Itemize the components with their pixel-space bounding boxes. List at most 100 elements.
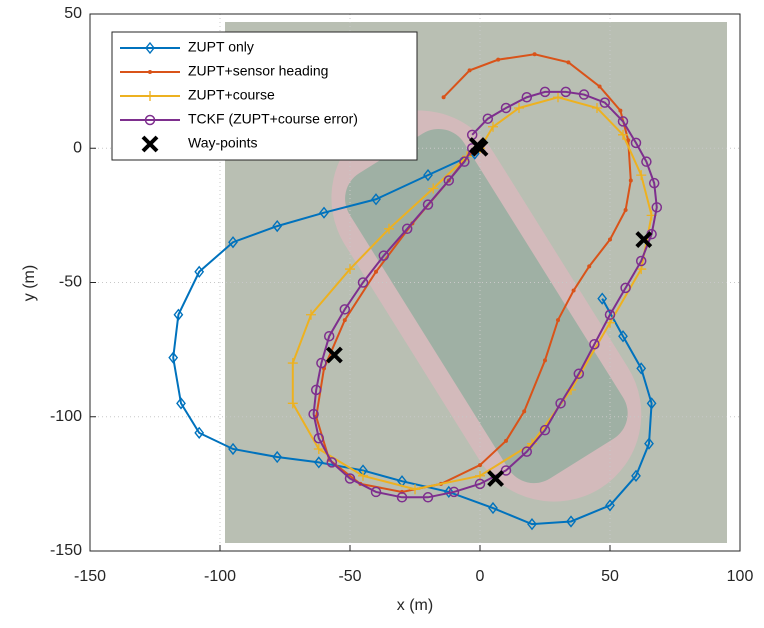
- marker: [176, 397, 186, 410]
- marker: [617, 116, 629, 127]
- marker: [618, 108, 623, 113]
- legend-label: ZUPT+sensor heading: [188, 63, 328, 79]
- marker: [272, 450, 283, 464]
- marker: [459, 156, 470, 167]
- marker: [571, 288, 576, 293]
- y-tick-label: -50: [59, 274, 82, 291]
- marker: [308, 408, 319, 420]
- marker: [651, 202, 663, 213]
- marker: [326, 457, 338, 468]
- marker: [608, 237, 612, 242]
- marker: [644, 437, 654, 450]
- marker: [141, 135, 159, 153]
- marker: [556, 318, 560, 323]
- marker: [313, 432, 325, 444]
- marker: [504, 438, 508, 443]
- marker: [635, 231, 653, 248]
- y-tick-label: -100: [50, 408, 82, 425]
- marker: [370, 486, 382, 498]
- marker: [443, 485, 454, 499]
- marker: [144, 114, 156, 126]
- marker: [228, 236, 238, 249]
- marker: [496, 57, 501, 62]
- marker: [371, 193, 381, 206]
- marker: [521, 91, 533, 103]
- marker: [555, 398, 566, 409]
- marker: [173, 308, 184, 321]
- marker: [168, 351, 179, 364]
- marker: [487, 470, 505, 487]
- legend-label: ZUPT+course: [188, 87, 275, 103]
- marker: [378, 250, 390, 261]
- marker: [148, 70, 152, 74]
- x-tick-label: 50: [601, 568, 619, 585]
- marker: [428, 183, 439, 194]
- marker: [636, 170, 647, 181]
- marker: [342, 318, 347, 323]
- marker: [628, 178, 633, 183]
- marker: [587, 264, 592, 269]
- marker: [194, 265, 205, 278]
- marker: [488, 501, 498, 515]
- marker: [345, 264, 355, 275]
- marker: [631, 469, 641, 482]
- marker: [228, 442, 238, 456]
- marker: [443, 175, 455, 186]
- marker: [597, 84, 602, 89]
- legend: ZUPT only ZUPT+sensor heading ZUPT+course T…: [111, 31, 418, 161]
- legend-label: TCKF (ZUPT+course error): [188, 111, 358, 127]
- marker: [630, 137, 642, 149]
- plot-area: -150 -100 -50 0 50 100 -150 -100 -50 0 50: [50, 5, 753, 585]
- marker: [500, 102, 512, 114]
- x-tick-label: 100: [727, 568, 754, 585]
- series: [325, 137, 653, 487]
- marker: [423, 168, 433, 182]
- marker: [467, 68, 472, 73]
- marker: [605, 499, 615, 512]
- marker: [539, 86, 551, 98]
- marker: [422, 199, 434, 210]
- marker: [635, 255, 647, 267]
- marker: [323, 330, 335, 342]
- marker: [543, 358, 547, 363]
- marker: [578, 89, 590, 100]
- marker: [618, 129, 628, 140]
- marker: [319, 206, 329, 219]
- marker: [623, 208, 628, 213]
- x-axis-label: x (m): [397, 597, 433, 614]
- marker: [573, 368, 585, 380]
- y-tick-label: -150: [50, 542, 82, 559]
- marker: [448, 486, 460, 498]
- marker: [384, 223, 394, 234]
- marker: [560, 86, 572, 98]
- marker: [145, 41, 155, 55]
- marker: [648, 177, 660, 189]
- marker: [482, 113, 494, 124]
- x-tick-label: -50: [338, 568, 361, 585]
- marker: [522, 409, 527, 414]
- axes-box: [89, 13, 741, 552]
- marker: [145, 91, 155, 101]
- marker: [468, 137, 486, 154]
- x-tick-label: -150: [74, 568, 106, 585]
- marker: [357, 277, 369, 288]
- marker: [422, 492, 434, 503]
- y-tick-label: 50: [64, 5, 82, 22]
- y-axis-label: y (m): [21, 265, 38, 301]
- marker: [441, 95, 446, 100]
- series: [308, 86, 663, 503]
- y-tick-label: 0: [73, 139, 82, 156]
- marker: [325, 346, 343, 364]
- marker: [316, 357, 327, 369]
- marker: [306, 309, 316, 320]
- marker: [604, 309, 616, 320]
- marker: [597, 292, 608, 305]
- marker: [626, 138, 631, 143]
- marker: [532, 52, 537, 57]
- series: [168, 147, 657, 531]
- marker: [401, 223, 413, 235]
- marker: [344, 473, 356, 484]
- marker: [339, 304, 351, 315]
- marker: [646, 397, 657, 410]
